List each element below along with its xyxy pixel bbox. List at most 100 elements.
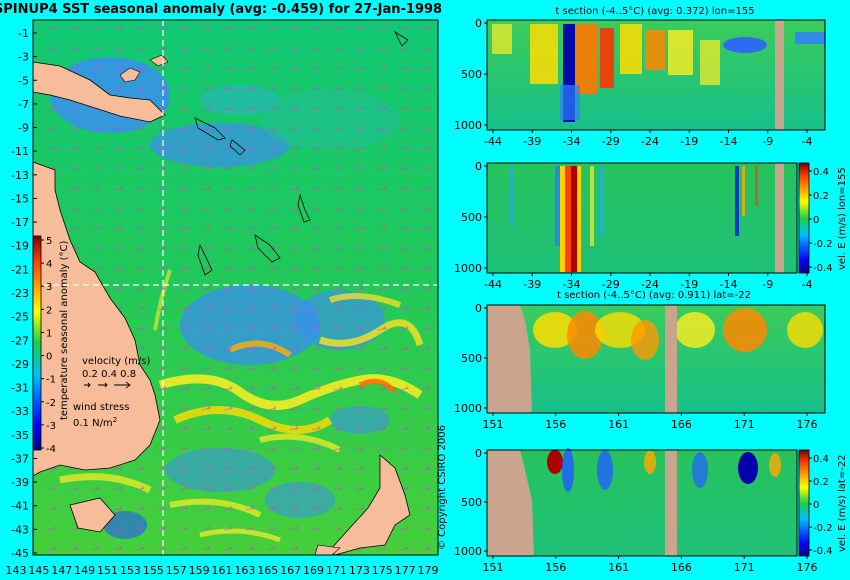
section-x-tick-label: -34: [563, 135, 581, 148]
velocity-colorbar-tick-label: 0: [813, 500, 819, 511]
colorbar-tick-label: -2: [46, 398, 56, 409]
vel-section-lon-panel: -44 -39 -34 -29 -24 -19 -14 -9 -4 0 500 1000 0.4 0.2…: [454, 160, 848, 291]
section-x-tick-label: -14: [720, 135, 738, 148]
lat-tick-label: -9: [18, 122, 29, 135]
section-y-tick-label: 1000: [454, 119, 482, 132]
vel-section-lat-land: [487, 450, 534, 556]
section-x-tick-label: 176: [797, 418, 818, 431]
map-land: [32, 30, 411, 556]
new-zealand: [329, 454, 411, 556]
sst-colorbar-label: temperature seasonal anomaly (°C): [59, 241, 70, 420]
section-x-tick-label: 166: [671, 561, 692, 574]
lon-tick-label: 163: [234, 564, 255, 577]
velocity-colorbar-tick-label: 0: [813, 215, 819, 226]
colorbar-tick-label: 4: [46, 259, 52, 270]
t-section-lat-ridge: [665, 305, 677, 413]
colorbar-tick-label: -1: [46, 375, 56, 386]
lon-tick-label: 153: [120, 564, 141, 577]
t-section-lat-land: [487, 305, 532, 413]
lat-tick-label: -37: [11, 452, 29, 465]
lon-tick-label: 165: [257, 564, 278, 577]
lon-tick-label: 145: [28, 564, 49, 577]
section-x-tick-label: -14: [720, 278, 738, 291]
section-y-tick-label: 0: [475, 447, 482, 460]
lon-tick-label: 177: [395, 564, 416, 577]
section-x-tick-label: -9: [762, 135, 773, 148]
section-x-tick-label: -34: [563, 278, 581, 291]
lon-tick-label: 173: [349, 564, 370, 577]
lon-tick-label: 171: [326, 564, 347, 577]
lat-tick-label: -43: [11, 523, 29, 536]
colorbar-tick-label: 0: [46, 352, 52, 363]
section-x-tick-label: -24: [641, 278, 659, 291]
velocity-legend-arrows: [84, 381, 131, 389]
colorbar-tick-label: 3: [46, 282, 52, 293]
t-section-lon-title: t section (-4..5°C) (avg: 0.372) lon=155: [555, 6, 754, 17]
velocity-colorbar-tick-label: -0.2: [813, 239, 833, 250]
section-x-tick-label: -19: [680, 135, 698, 148]
sst-colorbar: 5 4 3 2 1 0 -1 -2 -3 -4 temperature seasonal anom…: [32, 235, 70, 455]
lon-tick-label: 159: [189, 564, 210, 577]
section-x-tick-label: -29: [602, 135, 620, 148]
lon-tick-label: 155: [143, 564, 164, 577]
colorbar-tick-label: 2: [46, 305, 52, 316]
velocity-colorbar-tick-label: 0.2: [813, 191, 829, 202]
lat-tick-label: -35: [11, 429, 29, 442]
section-x-tick-label: -44: [484, 135, 502, 148]
velocity-legend-values: 0.2 0.4 0.8: [82, 369, 136, 380]
section-y-tick-label: 500: [461, 211, 482, 224]
velocity-colorbar-tick-label: -0.4: [813, 546, 833, 557]
section-axes: -44 -39 -34 -29 -24 -19 -14 -9 -4 0 500 1000: [454, 160, 812, 291]
lat-tick-label: -15: [11, 192, 29, 205]
section-y-tick-label: 0: [475, 160, 482, 173]
section-x-tick-label: 176: [797, 561, 818, 574]
section-x-tick-label: -4: [802, 278, 813, 291]
velocity-colorbar-ticks: 0.4 0.2 0 -0.2 -0.4: [809, 167, 833, 274]
lat-tick-label: -41: [11, 500, 29, 513]
velocity-legend-label: velocity (m/s): [82, 356, 150, 367]
lat-tick-label: -3: [18, 51, 29, 64]
lon-tick-label: 149: [74, 564, 95, 577]
vel-section-lat-features: [487, 448, 781, 556]
lon-tick-label: 169: [303, 564, 324, 577]
velocity-colorbar-tick-label: -0.4: [813, 263, 833, 274]
map-lon-ticks: 143 145 147 149 151 153 155 157 159 161 163 165 167 1…: [6, 564, 439, 577]
vel-lat-colorbar-label: vel. E (m/s) lat=-22: [837, 454, 848, 552]
section-y-tick-label: 0: [475, 17, 482, 30]
section-y-tick-label: 0: [475, 302, 482, 315]
lat-tick-label: -1: [18, 27, 29, 40]
t-section-lat-features: [487, 305, 823, 413]
copyright: © Copyright CSIRO 2006: [437, 425, 448, 550]
lat-tick-label: -19: [11, 240, 29, 253]
vel-lon-colorbar-label: vel. E (m/s) lon=155: [837, 167, 848, 270]
australia-mainland: [32, 161, 161, 477]
lat-tick-label: -21: [11, 263, 29, 276]
t-section-lon-land: [775, 20, 784, 130]
lon-tick-label: 179: [418, 564, 439, 577]
lat-tick-label: -5: [18, 74, 29, 87]
lat-tick-label: -7: [18, 98, 29, 111]
section-x-tick-label: 156: [545, 418, 566, 431]
vel-section-lon-land: [775, 163, 784, 273]
section-x-tick-label: -39: [523, 135, 541, 148]
section-x-tick-label: 156: [545, 561, 566, 574]
velocity-colorbar-ticks: 0.4 0.2 0 -0.2 -0.4: [809, 454, 833, 557]
section-x-tick-label: -24: [641, 135, 659, 148]
section-y-tick-label: 1000: [454, 262, 482, 275]
lat-tick-label: -45: [11, 547, 29, 560]
section-x-tick-label: 151: [483, 418, 504, 431]
velocity-colorbar-tick-label: 0.2: [813, 477, 829, 488]
lon-tick-label: 143: [6, 564, 27, 577]
colorbar-tick-label: -4: [46, 444, 56, 455]
lat-tick-label: -25: [11, 311, 29, 324]
section-y-tick-label: 500: [461, 496, 482, 509]
section-axes: 151 156 161 166 171 176 0 500 1000: [454, 302, 818, 431]
colorbar-tick-label: -3: [46, 421, 56, 432]
lon-tick-label: 147: [51, 564, 72, 577]
section-x-tick-label: 161: [608, 418, 629, 431]
sst-colorbar-bar: [32, 235, 42, 451]
velocity-colorbar-tick-label: 0.4: [813, 454, 829, 465]
section-y-tick-label: 500: [461, 352, 482, 365]
wind-legend-label: wind stress: [73, 402, 129, 413]
